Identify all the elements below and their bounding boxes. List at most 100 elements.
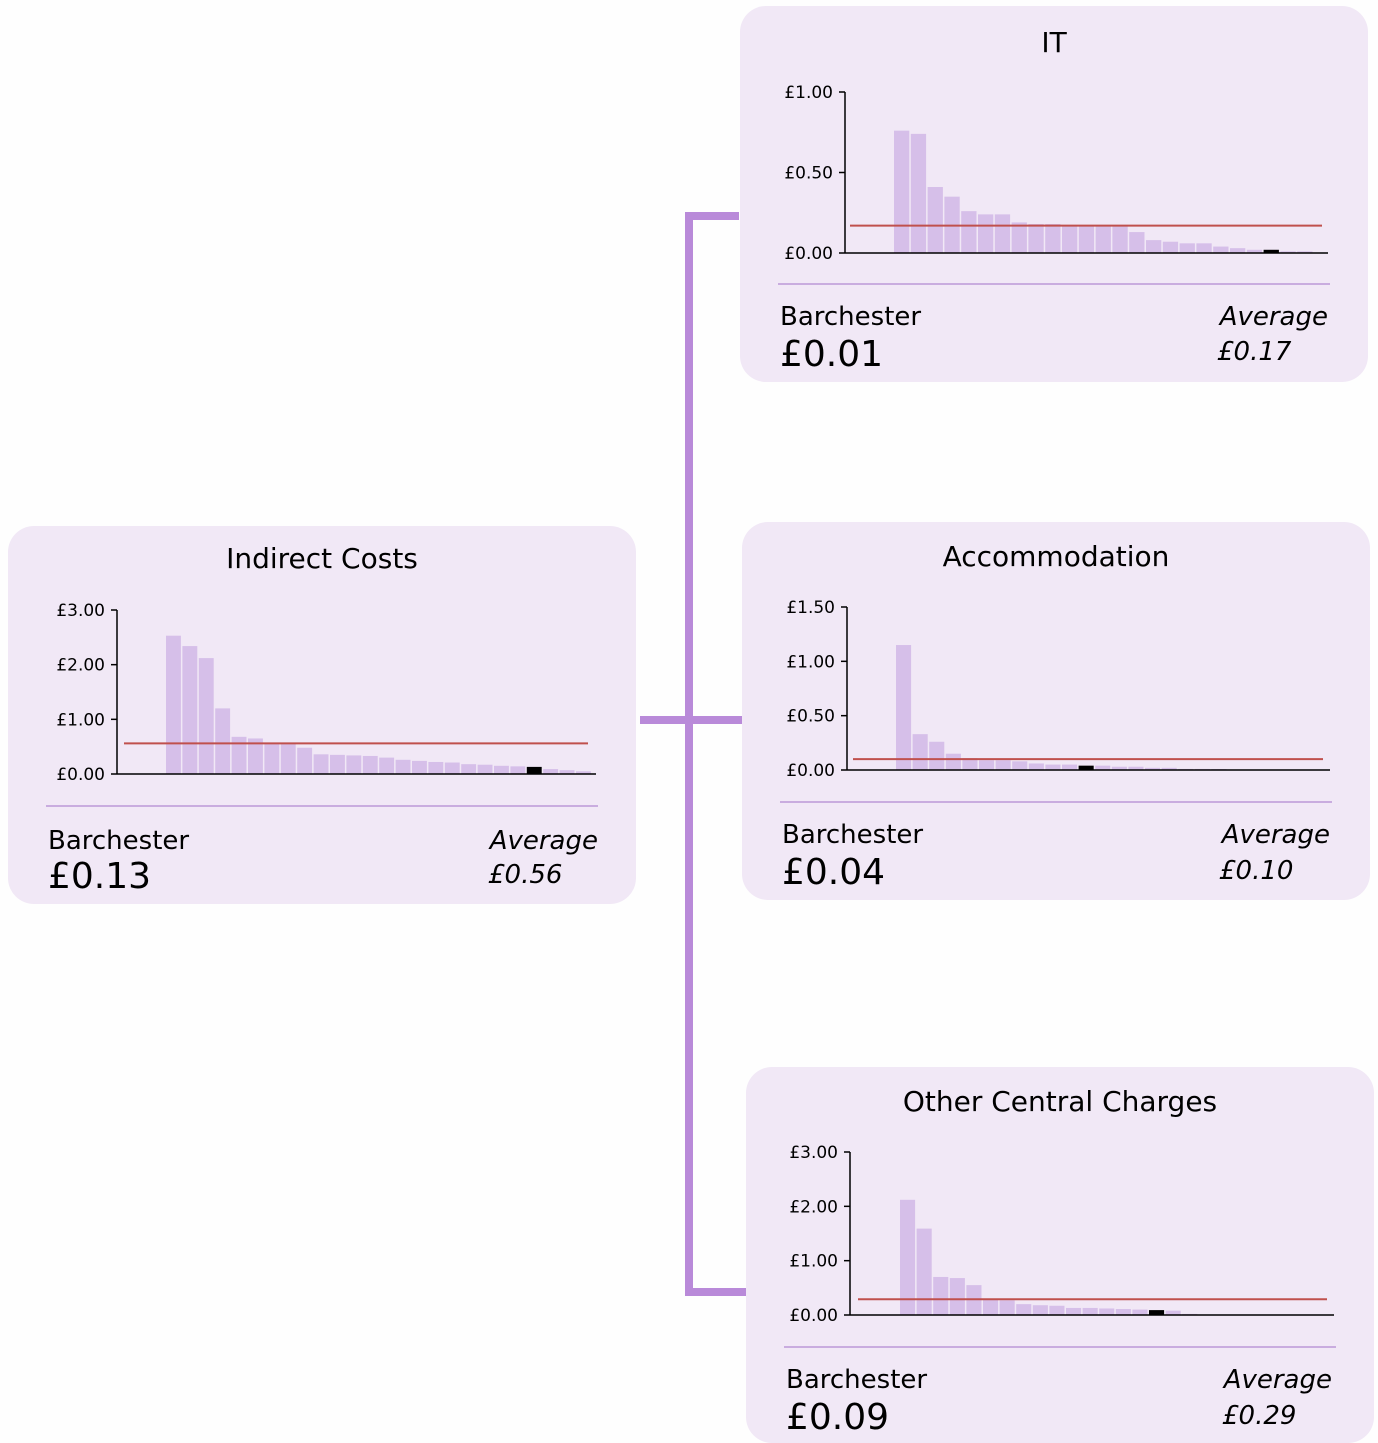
bar [949, 1278, 965, 1315]
bar [215, 708, 231, 774]
bar [1095, 225, 1111, 253]
average-value: £0.17 [1217, 337, 1292, 367]
y-tick-label: £0.50 [784, 164, 833, 184]
bar [379, 757, 395, 774]
bar [1132, 1309, 1148, 1315]
bar [979, 760, 995, 770]
bar [1196, 243, 1212, 253]
y-tick-label: £2.00 [56, 656, 105, 676]
bar [1213, 246, 1229, 253]
bar [1032, 1305, 1048, 1315]
y-tick-label: £1.50 [786, 598, 835, 618]
bar [1045, 224, 1061, 253]
card-title: Other Central Charges [902, 1085, 1218, 1118]
bar [933, 1276, 949, 1315]
bar [961, 211, 977, 253]
bar [461, 764, 477, 774]
bar [395, 759, 411, 774]
y-tick-label: £1.00 [56, 710, 105, 730]
bar [1066, 1307, 1082, 1315]
org-value: £0.13 [48, 856, 152, 897]
bar [1230, 248, 1246, 253]
bar [1099, 1308, 1115, 1315]
y-tick-label: £0.00 [56, 765, 105, 785]
card-title: IT [1041, 26, 1067, 59]
bar [412, 760, 427, 774]
bar [1115, 1309, 1131, 1315]
org-value: £0.01 [780, 334, 884, 375]
average-label: Average [489, 826, 598, 856]
card-title: Indirect Costs [226, 542, 418, 575]
bar [900, 1199, 916, 1315]
bar [444, 762, 460, 774]
it-chart: £0.00 £0.50 £1.00 [784, 83, 1328, 264]
bar [910, 133, 927, 253]
org-name: Barchester [780, 302, 922, 332]
bar [978, 214, 994, 253]
bar [1280, 251, 1296, 253]
y-tick-label: £1.00 [784, 83, 833, 103]
bar [962, 758, 978, 770]
bar [198, 658, 214, 774]
bar [428, 761, 444, 774]
bar [945, 753, 961, 770]
org-name: Barchester [48, 826, 190, 856]
card-title: Accommodation [942, 540, 1170, 573]
bar [896, 645, 912, 770]
bar [1146, 240, 1162, 253]
bar [1062, 764, 1078, 770]
other-central-charges-chart: £0.00 £1.00 £2.00 £3.00 [789, 1143, 1334, 1326]
accommodation-card: Accommodation £0.00 £0.50 £1.00 £1.50 Barch… [742, 522, 1370, 900]
bar [576, 771, 591, 774]
bar [994, 214, 1011, 253]
bar [1162, 241, 1179, 253]
bar [264, 743, 280, 774]
bar [1082, 1307, 1098, 1315]
y-tick-label: £2.00 [789, 1197, 838, 1217]
bar [182, 646, 198, 774]
bar [1028, 224, 1044, 253]
average-label: Average [1219, 302, 1328, 332]
average-value: £0.56 [488, 860, 563, 890]
average-value: £0.10 [1219, 856, 1294, 886]
y-tick-label: £0.00 [786, 761, 835, 781]
average-label: Average [1221, 820, 1330, 850]
bar [1095, 765, 1111, 770]
bar [999, 1300, 1015, 1315]
card-divider [784, 1346, 1336, 1348]
bar [1179, 243, 1195, 253]
bar [559, 770, 575, 774]
bar [983, 1299, 999, 1315]
y-tick-label: £3.00 [789, 1143, 838, 1163]
bar [1129, 232, 1145, 253]
highlight-bar [526, 766, 542, 774]
org-value: £0.04 [782, 852, 886, 893]
bar [248, 738, 263, 774]
bar [1012, 761, 1028, 770]
average-label: Average [1223, 1365, 1332, 1395]
connector-vertical [685, 212, 693, 1296]
bar [330, 754, 345, 774]
highlight-bar [1078, 765, 1094, 770]
bar [494, 765, 509, 774]
bar [1011, 222, 1027, 253]
bar [362, 755, 378, 774]
bar [1145, 767, 1161, 770]
bar [477, 764, 493, 774]
bar [297, 747, 313, 774]
bar [929, 741, 945, 770]
bar [346, 755, 362, 774]
bar [1078, 225, 1095, 253]
indirect-costs-card: Indirect Costs £0.00 £1.00 £2.00 £3.00 Barc… [8, 526, 636, 904]
bar [1045, 764, 1061, 770]
y-tick-label: £1.00 [786, 652, 835, 672]
bar [1161, 767, 1177, 770]
bar [894, 130, 910, 253]
y-tick-label: £0.50 [786, 707, 835, 727]
org-name: Barchester [782, 820, 924, 850]
bar [1128, 766, 1144, 770]
bar [1297, 251, 1313, 253]
bar [1062, 225, 1078, 253]
card-divider [778, 283, 1330, 285]
bar [1028, 763, 1044, 770]
